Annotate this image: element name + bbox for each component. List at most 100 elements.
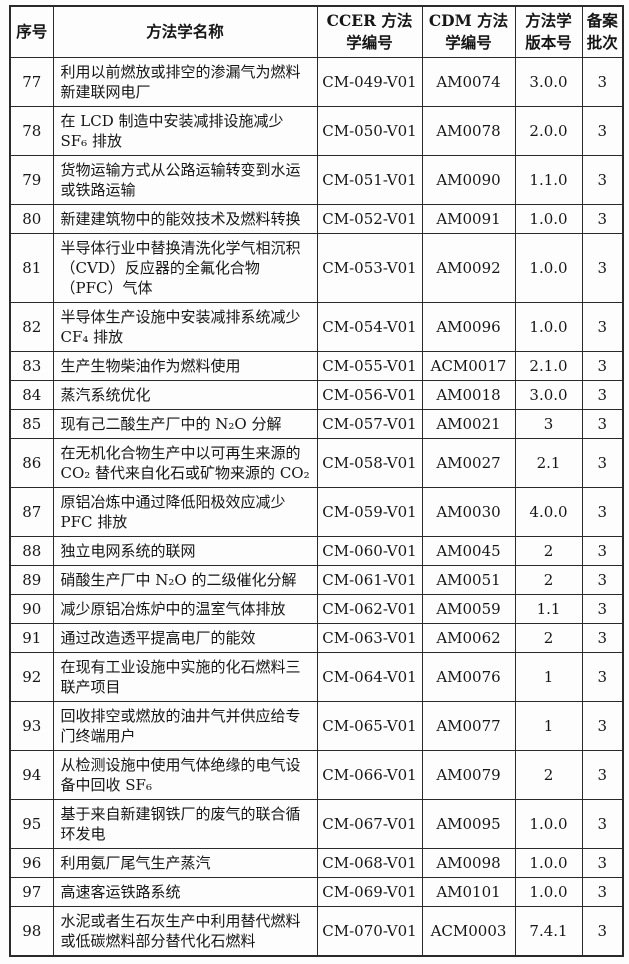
table-row: 95 基于来自新建钢铁厂的废气的联合循环发电 CM-067-V01 AM0095…	[9, 799, 624, 849]
cell-version: 7.4.1	[514, 906, 583, 957]
cell-version: 2	[514, 623, 583, 653]
table-row: 83 生产生物柴油作为燃料使用 CM-055-V01 ACM0017 2.1.0…	[9, 351, 624, 381]
cell-batch: 3	[581, 565, 624, 595]
cell-ccer-code: CM-050-V01	[316, 106, 423, 156]
cell-cdm-code: AM0092	[421, 233, 516, 303]
cell-version: 1.0.0	[514, 204, 583, 234]
cell-batch: 3	[581, 594, 624, 624]
table-row: 77 利用以前燃放或排空的渗漏气为燃料新建联网电厂 CM-049-V01 AM0…	[9, 57, 624, 107]
table-row: 98 水泥或者生石灰生产中利用替代燃料或低碳燃料部分替代化石燃料 CM-070-…	[9, 906, 624, 957]
cell-batch: 3	[581, 799, 624, 849]
cell-cdm-code: AM0079	[421, 750, 516, 800]
cell-batch: 3	[581, 438, 624, 488]
cell-methodology-name: 独立电网系统的联网	[52, 536, 318, 566]
cell-version: 3.0.0	[514, 380, 583, 410]
cell-batch: 3	[581, 652, 624, 702]
cell-serial-number: 91	[9, 623, 54, 653]
cell-batch: 3	[581, 380, 624, 410]
cell-batch: 3	[581, 701, 624, 751]
cell-batch: 3	[581, 302, 624, 352]
header-col-ccer: CCER 方法 学编号	[316, 5, 423, 58]
table-body: 77 利用以前燃放或排空的渗漏气为燃料新建联网电厂 CM-049-V01 AM0…	[9, 57, 624, 957]
cell-ccer-code: CM-049-V01	[316, 57, 423, 107]
cell-serial-number: 87	[9, 487, 54, 537]
cell-batch: 3	[581, 848, 624, 878]
cell-methodology-name: 减少原铝冶炼炉中的温室气体排放	[52, 594, 318, 624]
cell-serial-number: 82	[9, 302, 54, 352]
cell-ccer-code: CM-060-V01	[316, 536, 423, 566]
cell-ccer-code: CM-054-V01	[316, 302, 423, 352]
table-row: 78 在 LCD 制造中安装减排设施减少 SF₆ 排放 CM-050-V01 A…	[9, 106, 624, 156]
cell-version: 1.0.0	[514, 848, 583, 878]
cell-methodology-name: 在无机化合物生产中以可再生来源的 CO₂ 替代来自化石或矿物来源的 CO₂	[52, 438, 318, 488]
cell-cdm-code: AM0059	[421, 594, 516, 624]
cell-serial-number: 78	[9, 106, 54, 156]
cell-serial-number: 84	[9, 380, 54, 410]
table-row: 92 在现有工业设施中实施的化石燃料三联产项目 CM-064-V01 AM007…	[9, 652, 624, 702]
cell-batch: 3	[581, 106, 624, 156]
table-row: 89 硝酸生产厂中 N₂O 的二级催化分解 CM-061-V01 AM0051 …	[9, 565, 624, 595]
cell-batch: 3	[581, 750, 624, 800]
cell-methodology-name: 硝酸生产厂中 N₂O 的二级催化分解	[52, 565, 318, 595]
cell-serial-number: 97	[9, 877, 54, 907]
cell-methodology-name: 高速客运铁路系统	[52, 877, 318, 907]
cell-version: 3.0.0	[514, 57, 583, 107]
cell-serial-number: 92	[9, 652, 54, 702]
cell-serial-number: 88	[9, 536, 54, 566]
cell-methodology-name: 现有己二酸生产厂中的 N₂O 分解	[52, 409, 318, 439]
cell-serial-number: 77	[9, 57, 54, 107]
header-col-name: 方法学名称	[52, 5, 318, 58]
cell-version: 2.0.0	[514, 106, 583, 156]
cell-ccer-code: CM-058-V01	[316, 438, 423, 488]
table-row: 88 独立电网系统的联网 CM-060-V01 AM0045 2 3	[9, 536, 624, 566]
cell-batch: 3	[581, 233, 624, 303]
cell-ccer-code: CM-053-V01	[316, 233, 423, 303]
cell-cdm-code: AM0051	[421, 565, 516, 595]
cell-batch: 3	[581, 536, 624, 566]
cell-cdm-code: AM0101	[421, 877, 516, 907]
cell-cdm-code: AM0098	[421, 848, 516, 878]
cell-cdm-code: ACM0003	[421, 906, 516, 957]
cell-methodology-name: 利用以前燃放或排空的渗漏气为燃料新建联网电厂	[52, 57, 318, 107]
cell-methodology-name: 生产生物柴油作为燃料使用	[52, 351, 318, 381]
table-row: 97 高速客运铁路系统 CM-069-V01 AM0101 1.0.0 3	[9, 877, 624, 907]
cell-ccer-code: CM-068-V01	[316, 848, 423, 878]
table-row: 90 减少原铝冶炼炉中的温室气体排放 CM-062-V01 AM0059 1.1…	[9, 594, 624, 624]
cell-serial-number: 98	[9, 906, 54, 957]
cell-cdm-code: AM0045	[421, 536, 516, 566]
cell-methodology-name: 回收排空或燃放的油井气并供应给专门终端用户	[52, 701, 318, 751]
cell-serial-number: 96	[9, 848, 54, 878]
cell-methodology-name: 在现有工业设施中实施的化石燃料三联产项目	[52, 652, 318, 702]
cell-ccer-code: CM-062-V01	[316, 594, 423, 624]
cell-cdm-code: AM0027	[421, 438, 516, 488]
cell-methodology-name: 水泥或者生石灰生产中利用替代燃料或低碳燃料部分替代化石燃料	[52, 906, 318, 957]
cell-cdm-code: AM0090	[421, 155, 516, 205]
cell-methodology-name: 货物运输方式从公路运输转变到水运或铁路运输	[52, 155, 318, 205]
cell-methodology-name: 新建建筑物中的能效技术及燃料转换	[52, 204, 318, 234]
cell-ccer-code: CM-065-V01	[316, 701, 423, 751]
cell-ccer-code: CM-052-V01	[316, 204, 423, 234]
cell-methodology-name: 利用氨厂尾气生产蒸汽	[52, 848, 318, 878]
table-row: 80 新建建筑物中的能效技术及燃料转换 CM-052-V01 AM0091 1.…	[9, 204, 624, 234]
cell-ccer-code: CM-066-V01	[316, 750, 423, 800]
methodology-table: 序号 方法学名称 CCER 方法 学编号 CDM 方法 学编号 方法学 版本号 …	[9, 5, 624, 957]
cell-batch: 3	[581, 906, 624, 957]
cell-ccer-code: CM-056-V01	[316, 380, 423, 410]
cell-version: 2	[514, 565, 583, 595]
cell-batch: 3	[581, 57, 624, 107]
cell-version: 3	[514, 409, 583, 439]
cell-version: 2.1	[514, 438, 583, 488]
cell-cdm-code: AM0074	[421, 57, 516, 107]
table-row: 94 从检测设施中使用气体绝缘的电气设备中回收 SF₆ CM-066-V01 A…	[9, 750, 624, 800]
cell-cdm-code: AM0077	[421, 701, 516, 751]
cell-ccer-code: CM-067-V01	[316, 799, 423, 849]
cell-serial-number: 95	[9, 799, 54, 849]
cell-serial-number: 81	[9, 233, 54, 303]
table-row: 96 利用氨厂尾气生产蒸汽 CM-068-V01 AM0098 1.0.0 3	[9, 848, 624, 878]
table-row: 84 蒸汽系统优化 CM-056-V01 AM0018 3.0.0 3	[9, 380, 624, 410]
cell-methodology-name: 原铝冶炼中通过降低阳极效应减少 PFC 排放	[52, 487, 318, 537]
cell-cdm-code: AM0076	[421, 652, 516, 702]
cell-version: 1.0.0	[514, 799, 583, 849]
cell-cdm-code: AM0095	[421, 799, 516, 849]
